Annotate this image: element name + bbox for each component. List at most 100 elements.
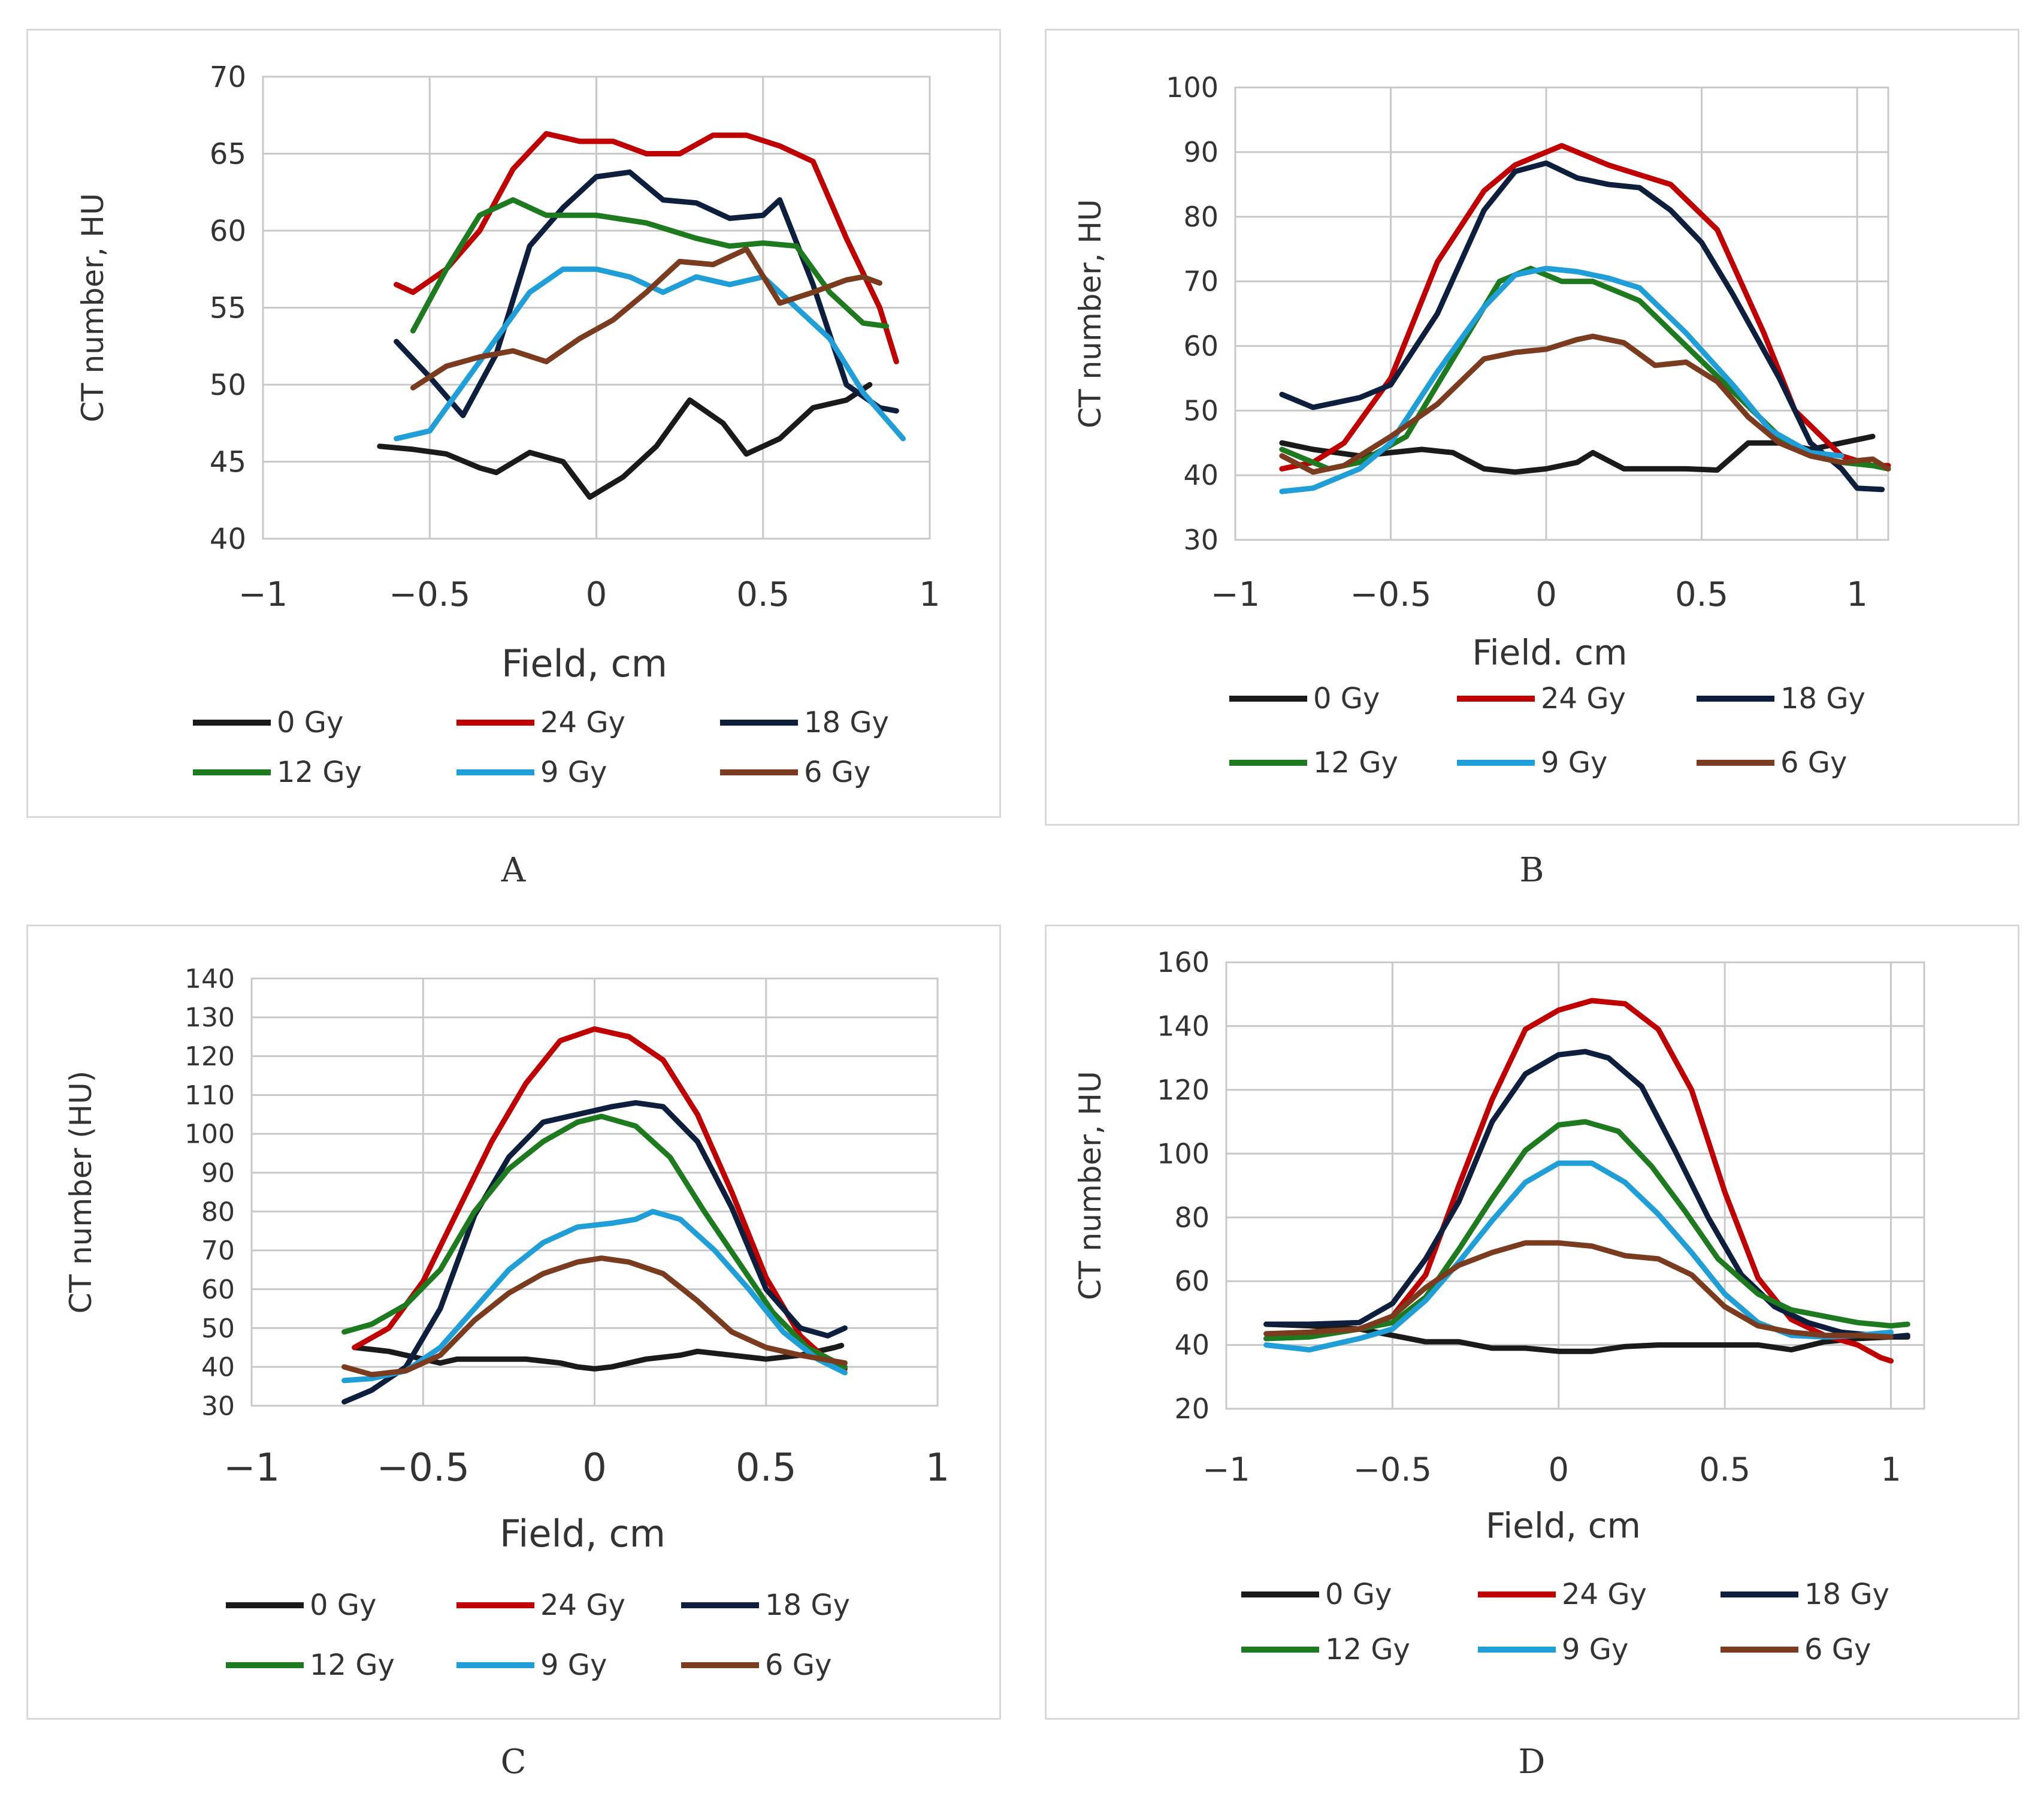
chart-d-y-tick-label: 40	[1174, 1329, 1210, 1361]
chart-b-legend-label: 24 Gy	[1541, 682, 1626, 715]
chart-b-legend-label: 12 Gy	[1313, 746, 1398, 780]
chart-panel-d: 20 40 60 80 100 120 140 160 −1 −0.5 0 0.5 1 Field, cm…	[1045, 925, 2019, 1720]
chart-b-y-axis-title: CT number, HU	[1073, 199, 1108, 428]
chart-d-x-tick-label: 0	[1549, 1451, 1569, 1488]
chart-d-series-18-gy	[1263, 1049, 1910, 1340]
chart-b-x-tick-label: −1	[1211, 575, 1260, 614]
chart-d-svg: 20 40 60 80 100 120 140 160 −1 −0.5 0 0.5 1 Field, cm…	[1073, 946, 1925, 1666]
chart-c-x-tick-label: −0.5	[377, 1446, 470, 1490]
chart-b-series-12-gy	[1279, 265, 1891, 472]
caption-c: C	[500, 1742, 527, 1781]
chart-d-legend-label: 24 Gy	[1562, 1578, 1647, 1611]
chart-a-y-tick-label: 40	[210, 523, 246, 556]
chart-c-legend-label: 24 Gy	[540, 1588, 625, 1622]
chart-a-x-tick-label: −1	[238, 575, 288, 614]
chart-c-y-tick-label: 100	[185, 1119, 235, 1150]
chart-c-y-tick-label: 30	[201, 1391, 235, 1421]
chart-c-plot-area	[250, 977, 939, 1407]
chart-b-legend-label: 0 Gy	[1313, 682, 1380, 715]
chart-d-series-9-gy	[1263, 1160, 1894, 1353]
chart-d-legend-label: 6 Gy	[1804, 1633, 1871, 1666]
chart-b-series-9-gy	[1279, 265, 1845, 494]
chart-a-series-18-gy	[394, 169, 899, 418]
chart-a-y-tick-label: 65	[210, 137, 246, 171]
chart-d-series-12-gy	[1263, 1119, 1910, 1342]
chart-d-x-axis-title: Field, cm	[1486, 1505, 1641, 1546]
chart-d-x-tick-label: −1	[1202, 1451, 1250, 1488]
chart-b-y-tick-label: 90	[1183, 136, 1218, 168]
chart-a-legend-label: 18 Gy	[804, 706, 889, 739]
chart-c-series-6-gy	[341, 1255, 848, 1378]
chart-c-y-tick-label: 80	[201, 1197, 235, 1227]
chart-b-series-24-gy	[1279, 143, 1891, 472]
chart-d-legend-label: 9 Gy	[1562, 1633, 1628, 1666]
chart-b-legend-label: 9 Gy	[1541, 746, 1607, 780]
chart-a-x-axis-title: Field, cm	[501, 642, 667, 685]
chart-panel-a: 40 45 50 55 60 65 70 −1 −0.5 0 0.5 1 Field, cm CT num…	[26, 29, 1001, 818]
chart-b-series-6-gy	[1279, 333, 1891, 475]
chart-d-y-tick-label: 60	[1174, 1265, 1210, 1297]
chart-c-y-tick-label: 60	[201, 1275, 235, 1305]
chart-b-x-tick-label: −0.5	[1350, 575, 1432, 614]
chart-a-series-24-gy	[394, 131, 899, 364]
chart-c-series-0-gy	[352, 1343, 845, 1372]
chart-d-y-tick-label: 140	[1157, 1010, 1210, 1043]
chart-c-y-axis-title: CT number (HU)	[64, 1071, 98, 1314]
chart-a-legend-label: 0 Gy	[277, 706, 343, 739]
chart-d-x-tick-label: 0.5	[1699, 1451, 1750, 1488]
chart-a-y-tick-label: 55	[210, 291, 246, 325]
chart-b-x-axis-title: Field. cm	[1472, 632, 1627, 673]
chart-panel-c: 30 40 50 60 70 80 90 100 110 120 130 140 −1 −0.5 0 0.5 1…	[26, 925, 1001, 1720]
chart-c-y-tick-label: 110	[185, 1080, 235, 1111]
chart-c-series-18-gy	[341, 1100, 848, 1405]
chart-d-legend-label: 0 Gy	[1325, 1578, 1392, 1611]
chart-c-x-tick-label: 1	[926, 1446, 950, 1490]
chart-c-y-tick-label: 140	[185, 964, 235, 994]
caption-b: B	[1519, 851, 1544, 890]
chart-b-y-tick-label: 100	[1166, 71, 1218, 104]
chart-d-y-tick-label: 100	[1157, 1137, 1210, 1170]
chart-d-y-tick-label: 20	[1174, 1393, 1210, 1425]
chart-c-legend-label: 0 Gy	[310, 1588, 376, 1622]
chart-b-y-tick-label: 70	[1183, 265, 1218, 298]
chart-c-series-12-gy	[341, 1113, 848, 1370]
chart-c-legend-label: 18 Gy	[765, 1588, 850, 1622]
chart-d-x-tick-label: −0.5	[1353, 1451, 1432, 1488]
chart-a-x-tick-label: 0	[586, 575, 607, 614]
chart-c-legend-label: 12 Gy	[310, 1648, 395, 1682]
chart-b-series-18-gy	[1279, 160, 1885, 493]
chart-b-y-tick-label: 80	[1183, 201, 1218, 233]
chart-d-series-6-gy	[1263, 1240, 1894, 1340]
chart-c-x-tick-label: 0	[582, 1446, 607, 1490]
chart-a-x-tick-label: 0.5	[736, 575, 790, 614]
chart-c-series-9-gy	[341, 1209, 848, 1384]
chart-b-y-tick-label: 40	[1183, 459, 1218, 491]
chart-a-y-axis-title: CT number, HU	[75, 193, 110, 422]
chart-c-y-tick-label: 130	[185, 1002, 235, 1033]
chart-d-plot-area	[1225, 961, 1925, 1410]
chart-c-y-tick-label: 90	[201, 1158, 235, 1188]
chart-b-x-tick-label: 0.5	[1675, 575, 1728, 614]
chart-a-y-tick-label: 45	[210, 445, 246, 479]
chart-a-x-tick-label: −0.5	[389, 575, 470, 614]
chart-b-y-tick-label: 50	[1183, 394, 1218, 427]
chart-c-legend-label: 6 Gy	[765, 1648, 831, 1682]
chart-d-y-axis-title: CT number, HU	[1073, 1071, 1108, 1300]
chart-d-y-tick-label: 80	[1174, 1201, 1210, 1234]
chart-b-svg: 30 40 50 60 70 80 90 100 −1 −0.5 0 0.5 1 Field. cm CT …	[1073, 71, 1891, 780]
chart-b-series-0-gy	[1279, 433, 1876, 475]
chart-c-y-tick-label: 50	[201, 1313, 235, 1344]
chart-d-y-tick-label: 120	[1157, 1074, 1210, 1106]
chart-a-series-6-gy	[410, 246, 882, 391]
chart-a-plot-area	[262, 75, 931, 540]
chart-c-x-tick-label: −1	[223, 1446, 280, 1490]
chart-c-y-tick-label: 70	[201, 1236, 235, 1266]
caption-a: A	[501, 851, 526, 890]
chart-a-legend-label: 24 Gy	[540, 706, 625, 739]
chart-c-x-tick-label: 0.5	[736, 1446, 797, 1490]
chart-a-legend-label: 6 Gy	[804, 756, 870, 789]
chart-b-plot-area	[1234, 86, 1889, 541]
chart-c-svg: 30 40 50 60 70 80 90 100 110 120 130 140 −1 −0.5 0 0.5 1…	[64, 964, 950, 1682]
chart-d-y-tick-label: 160	[1157, 946, 1210, 978]
chart-a-legend-label: 9 Gy	[540, 756, 607, 789]
